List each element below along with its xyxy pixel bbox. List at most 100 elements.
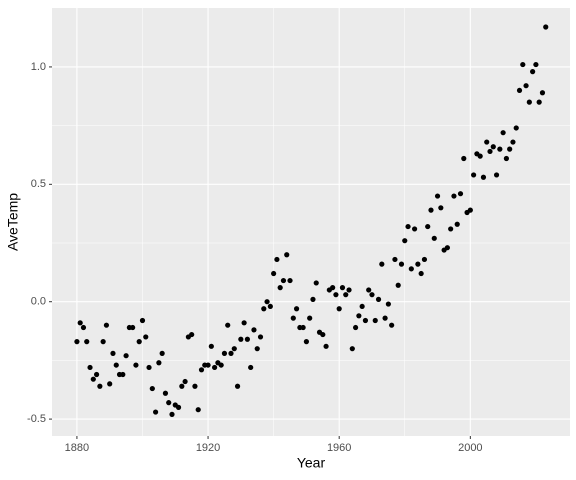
point bbox=[74, 339, 80, 345]
point bbox=[130, 324, 136, 331]
point bbox=[336, 306, 342, 312]
point bbox=[339, 285, 346, 291]
point bbox=[254, 346, 260, 352]
point bbox=[123, 353, 129, 359]
point bbox=[97, 383, 103, 389]
point bbox=[107, 381, 113, 387]
point bbox=[477, 153, 483, 159]
point bbox=[84, 339, 90, 345]
point bbox=[392, 256, 398, 263]
point bbox=[428, 207, 434, 213]
point bbox=[136, 339, 142, 345]
point bbox=[149, 385, 155, 392]
point bbox=[110, 350, 116, 356]
point bbox=[261, 306, 267, 312]
point bbox=[536, 99, 542, 105]
point bbox=[389, 322, 395, 328]
point bbox=[333, 292, 339, 298]
point bbox=[510, 139, 516, 145]
point bbox=[346, 287, 352, 293]
point bbox=[293, 306, 300, 312]
point bbox=[434, 193, 441, 199]
x-tick-label: 1880 bbox=[65, 442, 89, 454]
point bbox=[228, 350, 234, 356]
point bbox=[507, 146, 513, 152]
point bbox=[457, 191, 464, 197]
point bbox=[162, 390, 169, 396]
point bbox=[264, 299, 270, 305]
x-tick-label: 1920 bbox=[196, 442, 220, 454]
point bbox=[212, 364, 218, 371]
point bbox=[412, 226, 418, 232]
point bbox=[77, 320, 83, 326]
point bbox=[218, 362, 224, 368]
point bbox=[497, 146, 503, 152]
point bbox=[113, 362, 119, 368]
point bbox=[87, 364, 93, 371]
point bbox=[454, 221, 460, 227]
point bbox=[290, 315, 296, 321]
point bbox=[284, 252, 290, 258]
point bbox=[274, 256, 280, 263]
point bbox=[156, 360, 162, 366]
point bbox=[257, 334, 264, 340]
point bbox=[120, 371, 126, 378]
point bbox=[303, 339, 310, 345]
point bbox=[80, 324, 87, 331]
point bbox=[385, 301, 391, 307]
point bbox=[444, 245, 450, 251]
point bbox=[310, 296, 316, 302]
point bbox=[280, 277, 287, 284]
point bbox=[438, 205, 444, 211]
point bbox=[402, 238, 408, 244]
point bbox=[503, 155, 509, 162]
point bbox=[343, 292, 349, 298]
point bbox=[175, 404, 182, 410]
point bbox=[143, 334, 149, 340]
point bbox=[487, 148, 493, 155]
x-tick-label: 2000 bbox=[458, 442, 482, 454]
point bbox=[277, 285, 283, 291]
point bbox=[313, 280, 319, 286]
point bbox=[418, 270, 424, 277]
point bbox=[225, 322, 231, 328]
point bbox=[221, 350, 228, 356]
point bbox=[267, 303, 273, 310]
point bbox=[375, 296, 382, 302]
x-tick-label: 1960 bbox=[327, 442, 351, 454]
point bbox=[208, 343, 214, 349]
y-tick-label: 0.5 bbox=[31, 178, 46, 190]
point bbox=[271, 270, 277, 277]
point bbox=[349, 346, 355, 352]
point bbox=[533, 61, 539, 68]
point bbox=[307, 315, 313, 321]
point bbox=[205, 362, 211, 368]
point bbox=[159, 350, 165, 356]
point bbox=[192, 383, 198, 389]
point bbox=[451, 193, 457, 199]
point bbox=[431, 235, 437, 241]
point bbox=[330, 285, 336, 291]
point bbox=[362, 317, 369, 324]
point bbox=[516, 87, 523, 94]
point bbox=[356, 313, 362, 319]
point bbox=[448, 226, 454, 232]
point bbox=[480, 174, 487, 180]
point bbox=[405, 223, 411, 230]
x-axis-title: Year bbox=[297, 455, 326, 471]
point bbox=[523, 83, 529, 89]
y-tick-label: 0.0 bbox=[31, 296, 46, 308]
point bbox=[300, 324, 306, 331]
point bbox=[490, 144, 496, 150]
point bbox=[352, 324, 359, 331]
point bbox=[323, 343, 329, 349]
point bbox=[395, 282, 401, 288]
point bbox=[169, 411, 175, 418]
point bbox=[408, 266, 414, 272]
point bbox=[231, 346, 237, 352]
point bbox=[372, 317, 378, 324]
point bbox=[530, 69, 536, 75]
point bbox=[195, 407, 201, 413]
point bbox=[543, 24, 549, 30]
